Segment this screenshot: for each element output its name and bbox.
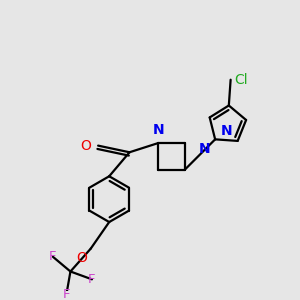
Text: O: O xyxy=(76,250,87,265)
Text: N: N xyxy=(221,124,233,138)
Text: F: F xyxy=(63,287,70,300)
Text: Cl: Cl xyxy=(235,73,248,87)
Text: F: F xyxy=(49,250,57,263)
Text: N: N xyxy=(199,142,210,156)
Text: F: F xyxy=(88,273,96,286)
Text: O: O xyxy=(80,139,91,153)
Text: N: N xyxy=(152,123,164,137)
